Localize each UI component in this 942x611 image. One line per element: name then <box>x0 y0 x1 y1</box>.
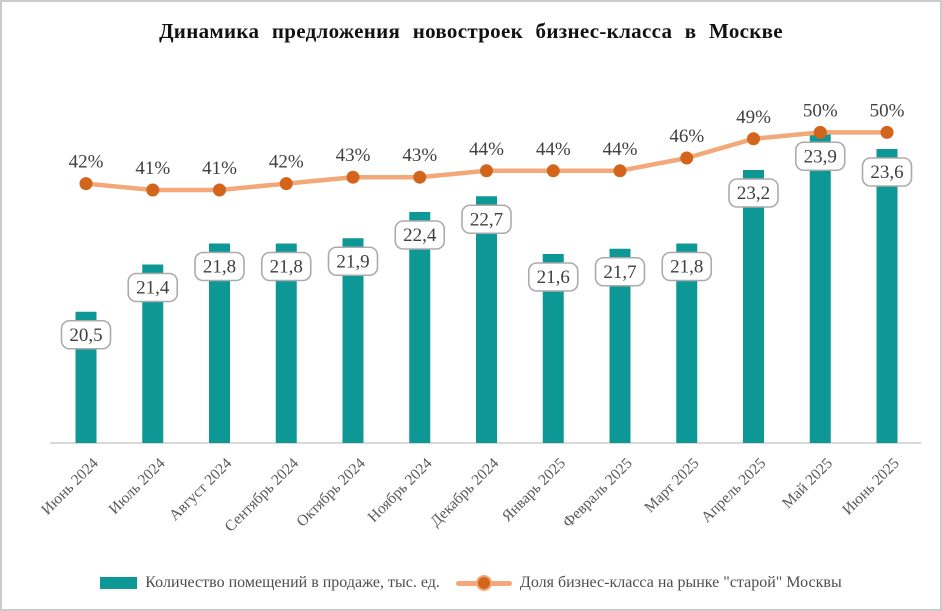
share-value-label: 42% <box>269 152 304 173</box>
x-axis-tick-label: Апрель 2025 <box>698 455 769 526</box>
bar-value-label: 21,4 <box>136 278 170 299</box>
bar-value-box <box>394 220 446 250</box>
share-line-marker <box>79 177 93 191</box>
share-line-marker <box>747 132 760 146</box>
share-value-label: 44% <box>603 139 638 160</box>
legend-item-line-series: Доля бизнес-класса на рынке "старой" Мос… <box>455 574 842 592</box>
x-axis-tick-label: Май 2025 <box>779 455 836 512</box>
share-value-label: 43% <box>336 145 371 166</box>
x-axis-tick-label: Август 2024 <box>166 455 236 525</box>
bar <box>542 254 564 443</box>
share-line-marker <box>480 164 493 178</box>
x-axis-tick-label: Март 2025 <box>641 455 703 517</box>
share-value-label: 41% <box>202 158 237 179</box>
bar-value-label: 22,4 <box>403 225 437 246</box>
plot-area: 20,5 21,4 21,8 21,8 21,9 22,4 22,7 21,6 21,7 21,8… <box>38 100 921 535</box>
bar-value-label: 21,8 <box>270 257 303 278</box>
x-axis-tick-label: Февраль 2025 <box>560 455 636 531</box>
bar-value-box <box>327 246 379 277</box>
bar-value-box <box>794 141 846 172</box>
share-value-label: 42% <box>69 152 104 173</box>
share-value-label: 50% <box>803 100 838 121</box>
bar-value-label: 21,6 <box>537 267 570 288</box>
bar-value-label: 23,2 <box>737 183 770 204</box>
bar-value-box <box>661 251 713 282</box>
bar-value-label: 20,5 <box>69 325 102 346</box>
x-axis-tick-label: Январь 2025 <box>499 455 569 525</box>
bar-value-box <box>127 272 179 303</box>
bar <box>876 149 898 443</box>
bar <box>609 248 631 443</box>
bar-value-label: 21,9 <box>336 251 369 272</box>
share-line-marker <box>813 125 827 139</box>
share-value-label: 50% <box>870 100 905 121</box>
share-value-label: 49% <box>736 107 771 128</box>
share-line-marker <box>346 170 360 184</box>
bar <box>809 133 831 443</box>
bar-value-box <box>728 178 779 208</box>
bar-value-box <box>260 251 312 282</box>
share-line-marker <box>613 164 627 178</box>
share-value-label: 44% <box>469 139 504 160</box>
x-axis-tick-label: Июнь 2024 <box>38 455 102 519</box>
x-axis-tick-label: Декабрь 2024 <box>427 455 502 530</box>
bar-value-box <box>60 319 112 350</box>
bar <box>275 243 297 443</box>
bar-value-label: 21,8 <box>203 257 236 278</box>
share-line-marker <box>680 151 694 165</box>
x-axis-tick-label: Июль 2024 <box>106 455 169 518</box>
share-line-marker <box>279 177 293 191</box>
share-line-marker <box>413 170 427 184</box>
bar-value-label: 22,7 <box>470 209 503 230</box>
bar <box>142 264 164 443</box>
bar-value-box <box>861 157 913 187</box>
bar <box>676 243 698 443</box>
share-line-marker <box>546 164 560 178</box>
legend-label-line-series: Доля бизнес-класса на рынке "старой" Мос… <box>519 574 842 591</box>
chart-title: Динамика предложения новостроек бизнес-к… <box>159 19 783 43</box>
bar-value-box <box>194 251 245 282</box>
legend-label-bar-series: Количество помещений в продаже, тыс. ед. <box>145 574 440 591</box>
bar <box>409 212 431 443</box>
share-line-marker <box>146 183 160 197</box>
share-value-label: 43% <box>402 145 437 166</box>
chart-legend: Количество помещений в продаже, тыс. ед.… <box>2 568 940 598</box>
share-line-marker <box>213 183 226 197</box>
legend-item-bar-series: Количество помещений в продаже, тыс. ед. <box>100 574 440 592</box>
bar-value-label: 23,9 <box>804 146 837 167</box>
bar-value-label: 21,7 <box>603 262 636 283</box>
share-line-marker <box>880 125 894 139</box>
bar <box>342 238 364 443</box>
share-value-label: 41% <box>135 158 170 179</box>
bar-value-label: 23,6 <box>870 162 903 183</box>
x-axis-tick-label: Октябрь 2024 <box>293 455 369 531</box>
bar <box>209 243 230 443</box>
x-axis-tick-label: Ноябрь 2024 <box>365 455 436 526</box>
x-axis-tick-label: Июнь 2025 <box>839 455 903 519</box>
bar-value-box <box>461 204 512 235</box>
bar <box>476 196 497 443</box>
line-marker-dot <box>477 577 490 589</box>
bar-value-box <box>527 262 579 292</box>
share-value-label: 44% <box>536 139 571 160</box>
bar <box>743 170 764 443</box>
bar-value-box <box>594 256 646 287</box>
bar-value-label: 21,8 <box>670 257 703 278</box>
share-value-label: 46% <box>669 126 704 147</box>
line-series-marker-icon <box>455 576 512 590</box>
bar-series-swatch-icon <box>100 577 138 589</box>
